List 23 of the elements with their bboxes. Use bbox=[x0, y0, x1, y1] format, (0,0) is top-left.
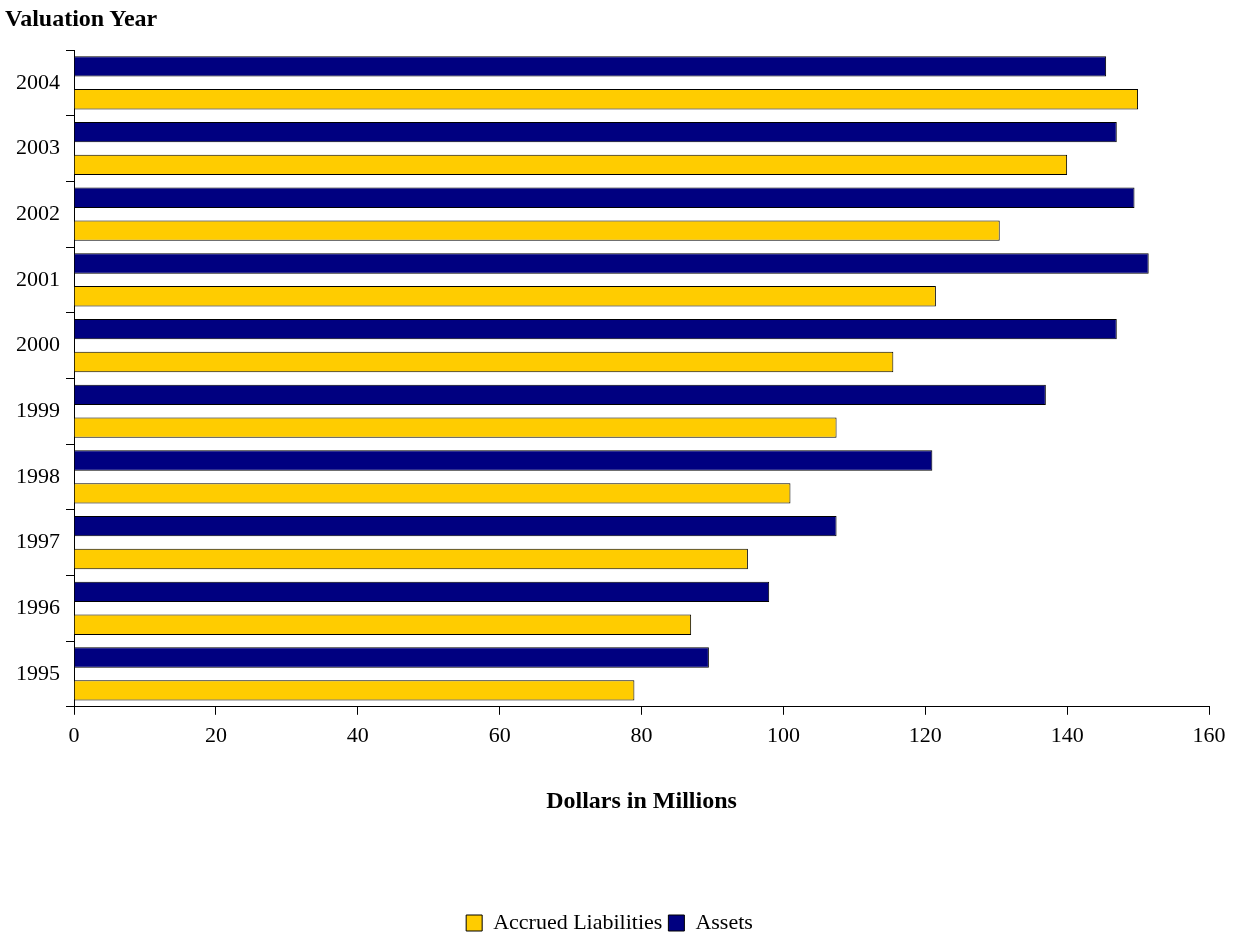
y-tick-label: 2003 bbox=[16, 134, 60, 160]
x-tick-label: 60 bbox=[488, 721, 511, 747]
y-tick-label: 1997 bbox=[16, 528, 60, 554]
x-tick-label: 20 bbox=[204, 721, 227, 747]
y-tick-label: 1998 bbox=[16, 462, 60, 488]
y-tick-label: 2001 bbox=[16, 265, 60, 291]
y-tick-label: 1999 bbox=[16, 397, 60, 423]
y-tick-label: 1995 bbox=[16, 659, 60, 685]
x-tick-label: 160 bbox=[1192, 721, 1226, 747]
x-tick-label: 100 bbox=[766, 721, 800, 747]
y-tick-label: 2000 bbox=[16, 331, 60, 357]
y-tick-label: 2004 bbox=[16, 68, 60, 94]
x-tick-label: 120 bbox=[908, 721, 942, 747]
x-tick-label: 0 bbox=[68, 721, 80, 747]
x-tick-label: 140 bbox=[1050, 721, 1084, 747]
x-tick-label: 40 bbox=[346, 721, 369, 747]
legend-label: Assets bbox=[695, 908, 753, 934]
x-tick-label: 80 bbox=[630, 721, 653, 747]
x-axis-title: Dollars in Millions bbox=[546, 786, 737, 813]
y-tick-label: 2002 bbox=[16, 199, 60, 225]
y-tick-label: 1996 bbox=[16, 594, 60, 620]
legend-label: Accrued Liabilities bbox=[493, 908, 663, 934]
y-axis-title: Valuation Year bbox=[5, 5, 158, 32]
